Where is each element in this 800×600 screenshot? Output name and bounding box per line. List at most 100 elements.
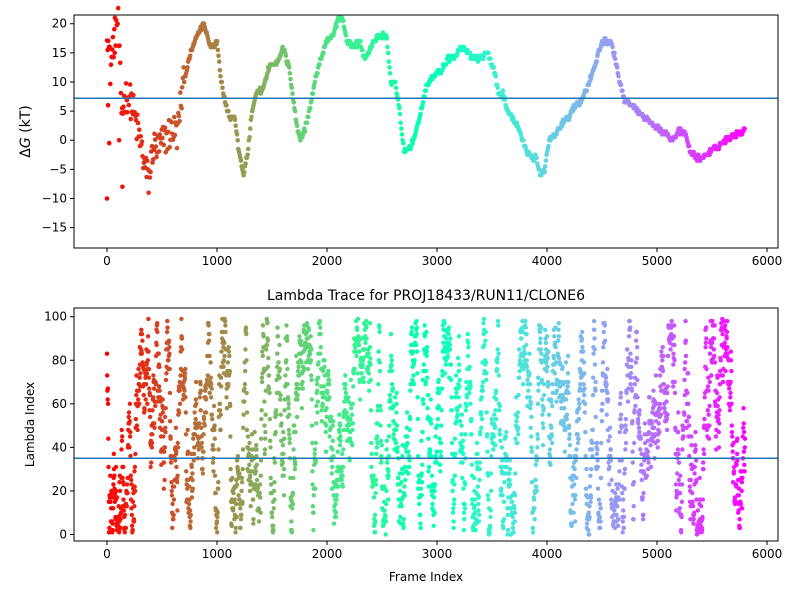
lambda-point — [631, 517, 636, 522]
dg-point — [242, 170, 247, 175]
lambda-point — [324, 406, 329, 411]
dg-point — [150, 157, 156, 162]
lambda-point — [477, 477, 482, 483]
lambda-point — [257, 482, 263, 487]
lambda-point — [149, 445, 155, 450]
lambda-point — [318, 325, 323, 330]
lambda-point — [411, 382, 417, 387]
lambda-point — [606, 397, 611, 402]
lambda-point — [593, 379, 598, 385]
lambda-point — [682, 377, 687, 383]
lambda-point — [499, 464, 504, 470]
lambda-point — [424, 329, 429, 335]
dg-point — [177, 118, 182, 124]
dg-point — [386, 59, 392, 64]
lambda-point — [323, 449, 329, 454]
lambda-point — [151, 395, 156, 400]
lambda-point — [600, 401, 605, 406]
lambda-point — [412, 358, 417, 363]
lambda-point — [352, 366, 357, 372]
dg-point — [618, 82, 624, 88]
lambda-point — [514, 419, 519, 424]
lambda-point — [399, 504, 404, 509]
lambda-point — [171, 497, 177, 502]
dg-point — [397, 111, 403, 117]
lambda-point — [258, 458, 264, 463]
lambda-point — [621, 514, 627, 520]
lambda-point — [615, 504, 620, 509]
lambda-point — [387, 423, 392, 428]
lambda-point — [371, 473, 376, 478]
lambda-point — [425, 392, 431, 398]
lambda-point — [460, 460, 465, 465]
lambda-point — [462, 501, 467, 507]
dg-point — [148, 169, 153, 175]
lambda-point — [453, 451, 458, 457]
lambda-point — [415, 371, 420, 376]
lambda-point — [278, 392, 283, 398]
lambda-point — [239, 475, 245, 481]
lambda-point — [728, 358, 734, 363]
lambda-point — [595, 440, 600, 446]
lambda-point — [679, 530, 684, 535]
lambda-point — [442, 371, 448, 376]
lambda-point — [386, 497, 391, 502]
lambda-point — [498, 438, 503, 443]
lambda-point — [258, 473, 263, 478]
lambda-point — [478, 429, 483, 435]
lambda-point — [413, 342, 419, 348]
lambda-point — [524, 358, 529, 363]
lambda-point — [107, 525, 112, 531]
lambda-point — [257, 490, 262, 496]
lambda-point — [199, 440, 204, 446]
lambda-point — [356, 342, 362, 348]
lambda-point — [687, 453, 692, 459]
dg-point — [289, 85, 295, 91]
lambda-point — [503, 434, 509, 439]
lambda-point — [589, 466, 594, 472]
lambda-point — [168, 460, 174, 465]
lambda-point — [331, 453, 336, 459]
lambda-point — [215, 530, 220, 535]
lambda-point — [664, 399, 669, 404]
lambda-point — [341, 447, 346, 452]
lambda-point — [111, 506, 116, 511]
lambda-point — [679, 499, 685, 504]
dg-point — [172, 132, 178, 138]
top-y-tick-label: 10 — [52, 75, 67, 89]
lambda-point — [206, 338, 212, 343]
lambda-point — [182, 375, 188, 380]
lambda-point — [387, 392, 393, 398]
lambda-point — [628, 375, 633, 380]
lambda-point — [200, 466, 205, 472]
lambda-point — [712, 323, 717, 328]
dg-points — [104, 5, 747, 201]
dg-point — [495, 85, 501, 91]
lambda-point — [223, 329, 228, 335]
lambda-point — [488, 525, 493, 531]
dg-point — [341, 18, 346, 24]
dg-point — [385, 50, 391, 56]
lambda-point — [228, 403, 233, 409]
lambda-point — [473, 517, 479, 522]
lambda-point — [720, 331, 725, 337]
lambda-point — [482, 342, 487, 348]
lambda-point — [278, 412, 283, 417]
lambda-point — [145, 334, 151, 339]
lambda-point — [637, 429, 642, 435]
lambda-point — [160, 410, 166, 415]
lambda-point — [496, 351, 501, 356]
lambda-point — [309, 377, 314, 383]
lambda-point — [716, 429, 721, 435]
lambda-point — [658, 406, 663, 411]
lambda-point — [262, 399, 267, 404]
lambda-point — [683, 338, 688, 343]
dg-point — [167, 144, 172, 150]
lambda-point — [201, 432, 206, 437]
lambda-point — [576, 397, 581, 402]
lambda-point — [316, 360, 321, 365]
lambda-point — [614, 512, 619, 518]
lambda-point — [119, 438, 125, 443]
lambda-point — [623, 416, 628, 422]
lambda-point — [459, 423, 464, 428]
